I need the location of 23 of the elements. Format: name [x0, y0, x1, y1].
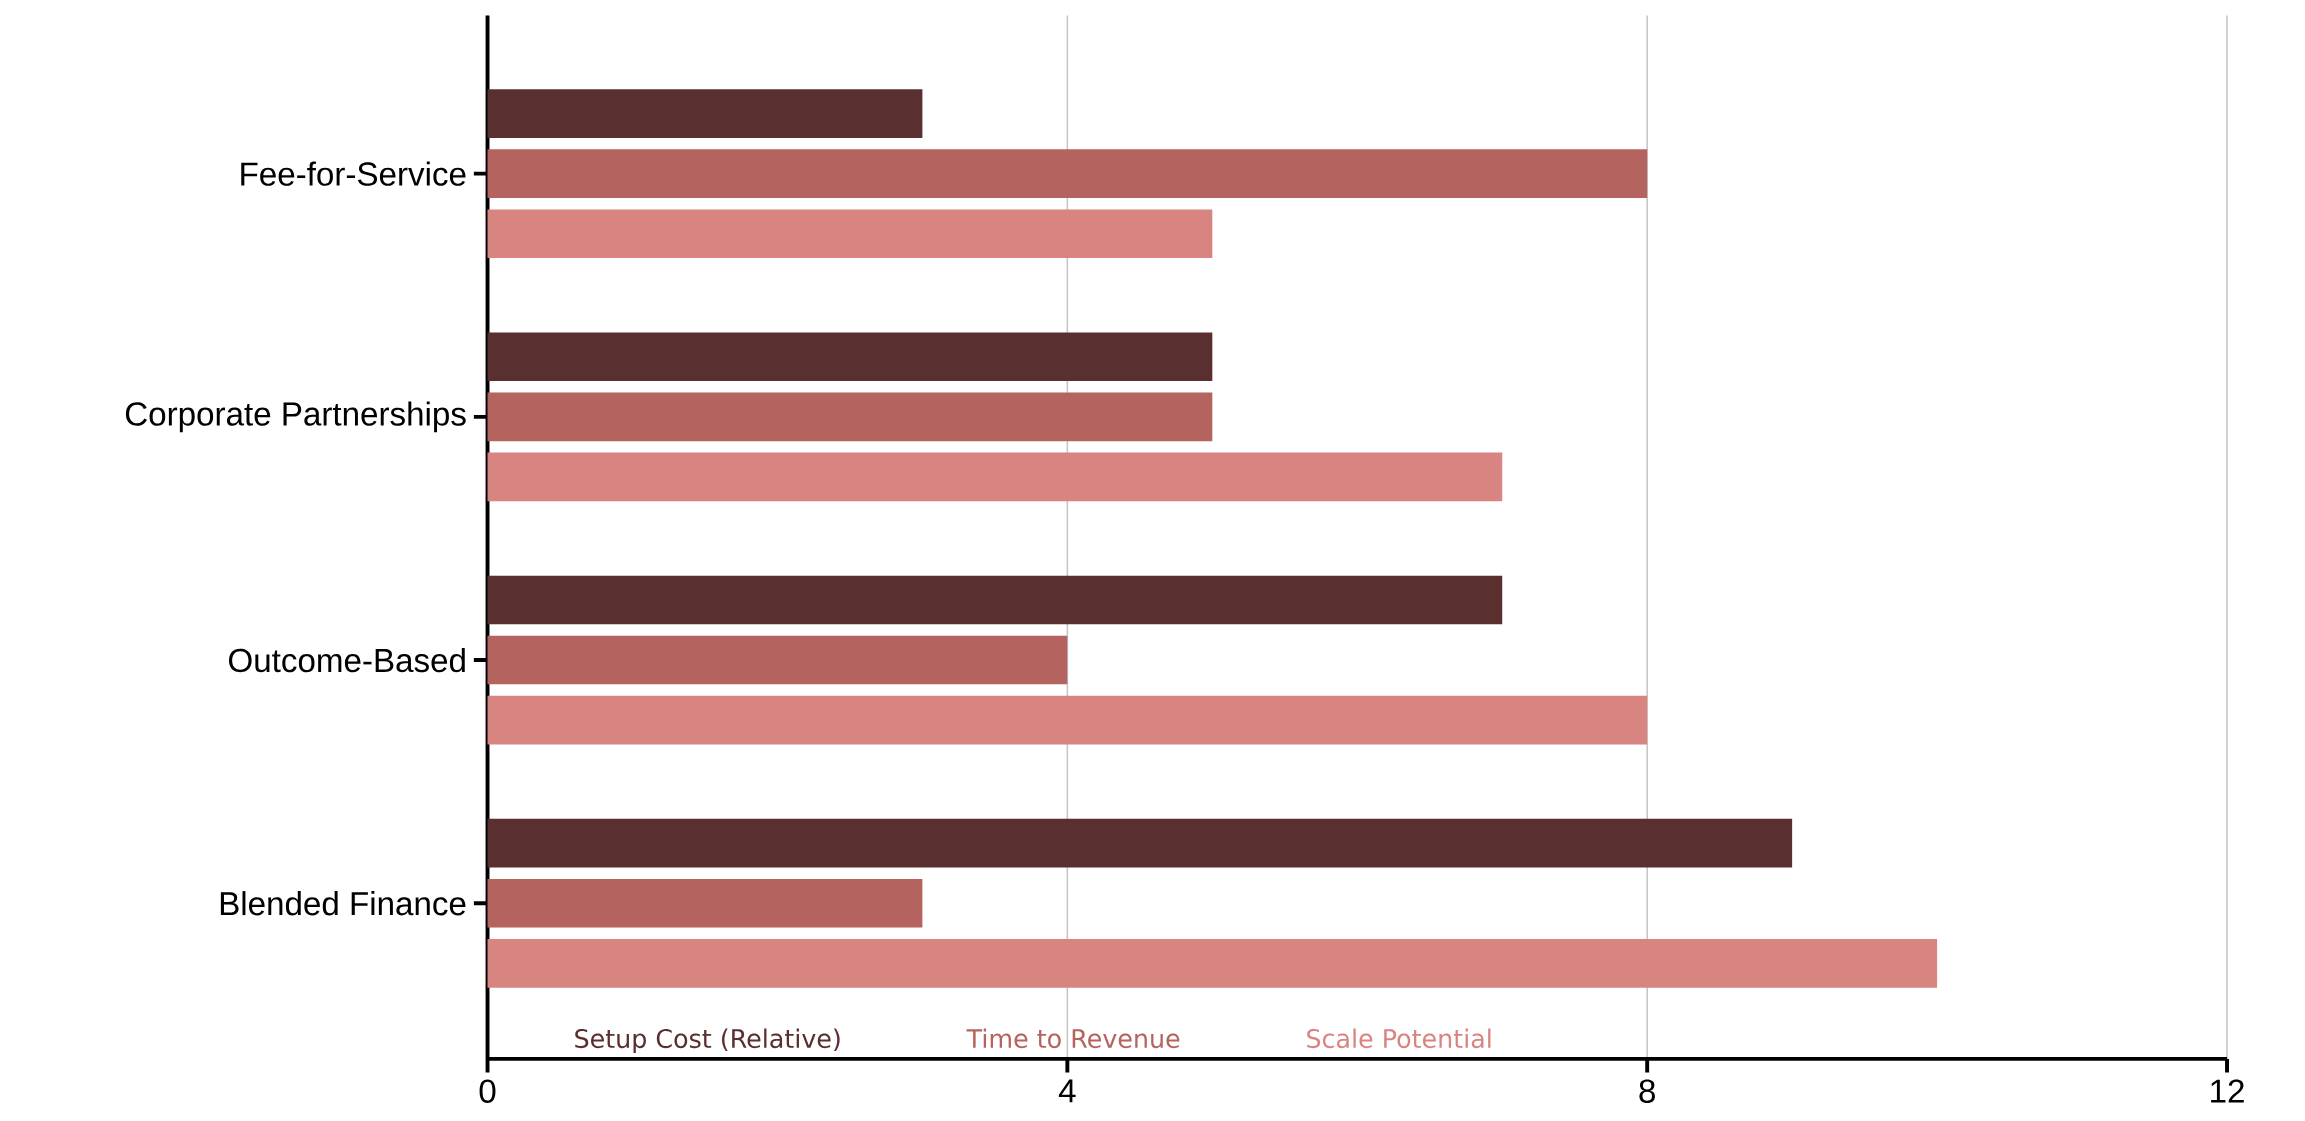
- bar: [487, 332, 1213, 381]
- y-tick-label: Blended Finance: [220, 890, 466, 916]
- bar: [487, 878, 923, 928]
- text: Time to Revenue: [966, 1028, 1180, 1049]
- x-tick-label: 4: [1058, 1079, 1076, 1103]
- bar: [487, 938, 1938, 988]
- x-tick-label: 8: [1639, 1079, 1655, 1103]
- text: Setup Cost (Relative): [575, 1028, 840, 1053]
- bar: [487, 695, 1648, 745]
- y-tick-label: Outcome-Based: [229, 647, 465, 673]
- x-tick-label: 0: [479, 1079, 496, 1103]
- y-tick-label: Corporate Partnerships: [125, 401, 466, 433]
- series-label: Scale Potential: [1307, 1028, 1491, 1049]
- bar: [487, 209, 1213, 258]
- y-tick-label: Fee-for-Service: [241, 161, 466, 186]
- x-tick-label: 12: [2211, 1079, 2244, 1103]
- bar: [487, 89, 923, 138]
- bar: [487, 575, 1503, 625]
- bar: [487, 635, 1068, 685]
- bar: [487, 149, 1648, 198]
- bar: [487, 818, 1793, 868]
- bar: [487, 452, 1503, 502]
- bar: [487, 392, 1213, 442]
